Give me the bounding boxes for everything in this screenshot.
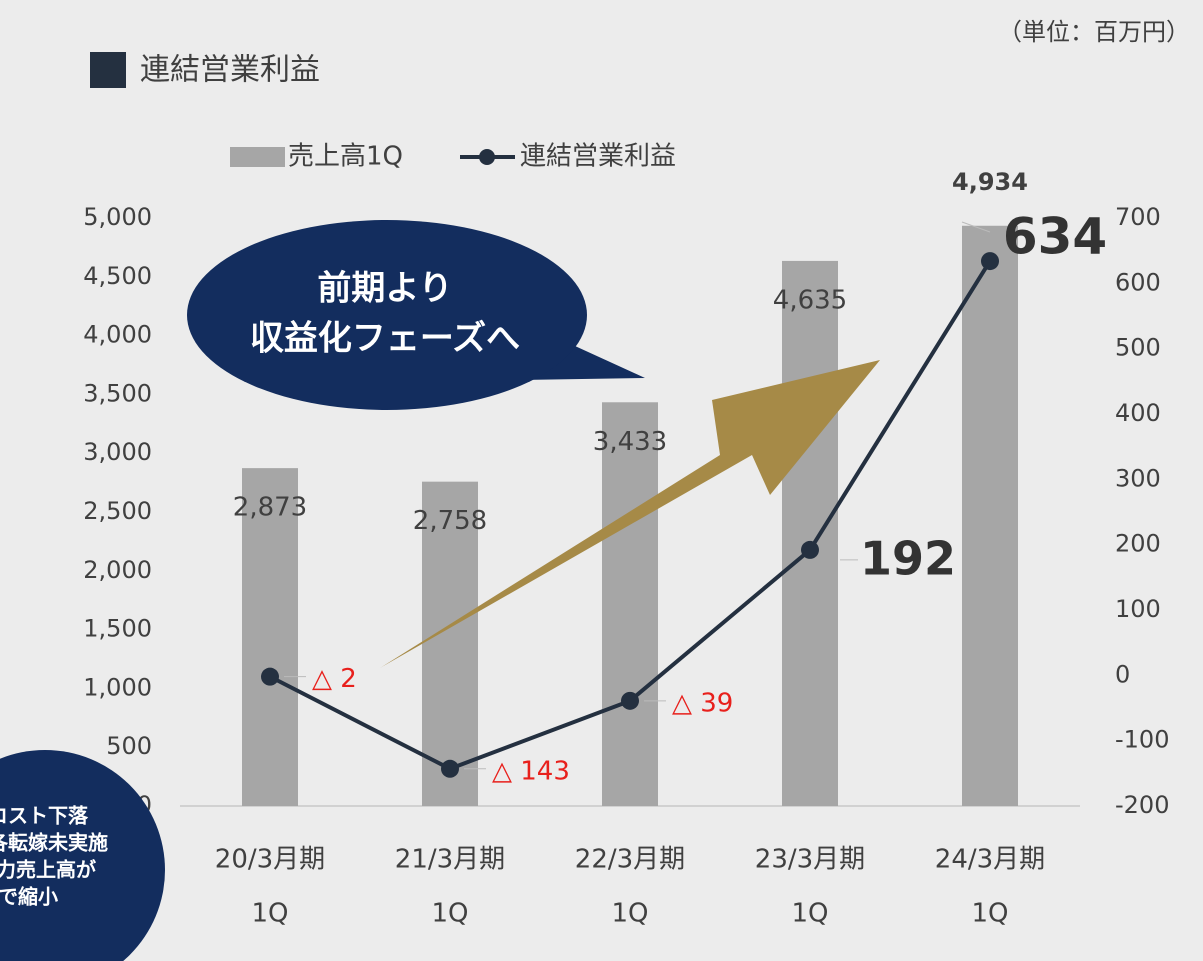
side-note-text: コスト下落: [0, 804, 89, 828]
line-marker: [441, 760, 459, 778]
line-marker: [801, 541, 819, 559]
chart: 連結営業利益 （単位：百万円） 0 500 1,000 1,500 2,000 2,500…: [0, 0, 1203, 961]
chart-title: 連結営業利益: [140, 53, 320, 88]
line-value-label: △ 143: [492, 756, 570, 786]
y2-tick-label: -200: [1115, 791, 1169, 819]
unit-note: （単位：百万円）: [998, 18, 1190, 46]
legend-swatch: [479, 149, 495, 165]
x-tick-label: 23/3月期: [755, 845, 865, 875]
side-note-text: 力売上高が: [0, 858, 96, 882]
y2-tick-label: 0: [1115, 660, 1130, 688]
y-tick-label: 2,000: [83, 556, 152, 584]
x-tick-label: 1Q: [251, 899, 288, 929]
y-tick-label: 5,000: [83, 203, 152, 231]
x-tick-label: 1Q: [611, 899, 648, 929]
line-value-label: 192: [860, 531, 956, 585]
line-value-label: △ 2: [312, 664, 357, 694]
bar-value-label: 3,433: [593, 427, 667, 457]
x-tick-label: 22/3月期: [575, 845, 685, 875]
y2-tick-label: 500: [1115, 334, 1161, 362]
legend-swatch: [230, 147, 285, 167]
y2-tick-label: 700: [1115, 203, 1161, 231]
bar: [962, 226, 1018, 806]
y-tick-label: 1,500: [83, 615, 152, 643]
bubble-text: 前期より: [317, 269, 452, 309]
x-tick-label: 1Q: [431, 899, 468, 929]
bubble: [187, 220, 587, 410]
bar-value-label: 2,758: [413, 506, 487, 536]
x-tick-label: 21/3月期: [395, 845, 505, 875]
x-tick-label: 1Q: [791, 899, 828, 929]
y2-tick-label: 200: [1115, 530, 1161, 558]
line-value-label: △ 39: [672, 688, 733, 718]
y2-tick-label: -100: [1115, 726, 1169, 754]
bubble-text: 収益化フェーズへ: [250, 319, 520, 359]
x-tick-label: 20/3月期: [215, 845, 325, 875]
legend-label: 売上高1Q: [288, 142, 403, 172]
side-note-text: 各転嫁未実施: [0, 831, 108, 855]
legend-label: 連結営業利益: [520, 142, 676, 172]
y-tick-label: 4,000: [83, 321, 152, 349]
y2-tick-label: 300: [1115, 464, 1161, 492]
title-marker: [90, 52, 126, 88]
bar: [602, 402, 658, 806]
x-tick-label: 1Q: [971, 899, 1008, 929]
line-marker: [621, 692, 639, 710]
y-tick-label: 4,500: [83, 262, 152, 290]
y2-tick-label: 600: [1115, 268, 1161, 296]
x-tick-label: 24/3月期: [935, 845, 1045, 875]
bar-value-label: 2,873: [233, 493, 307, 523]
y-tick-label: 2,500: [83, 497, 152, 525]
line-marker: [981, 252, 999, 270]
bar: [782, 261, 838, 806]
side-note-text: で縮小: [0, 885, 58, 909]
y-tick-label: 3,500: [83, 379, 152, 407]
y-tick-label: 1,000: [83, 673, 152, 701]
line-value-label: 634: [1003, 208, 1107, 266]
y-tick-label: 500: [106, 732, 152, 760]
y2-tick-label: 400: [1115, 399, 1161, 427]
line-marker: [261, 668, 279, 686]
bar-value-label: 4,934: [952, 168, 1028, 196]
y-tick-label: 3,000: [83, 438, 152, 466]
y2-tick-label: 100: [1115, 595, 1161, 623]
bar-value-label: 4,635: [773, 285, 847, 315]
